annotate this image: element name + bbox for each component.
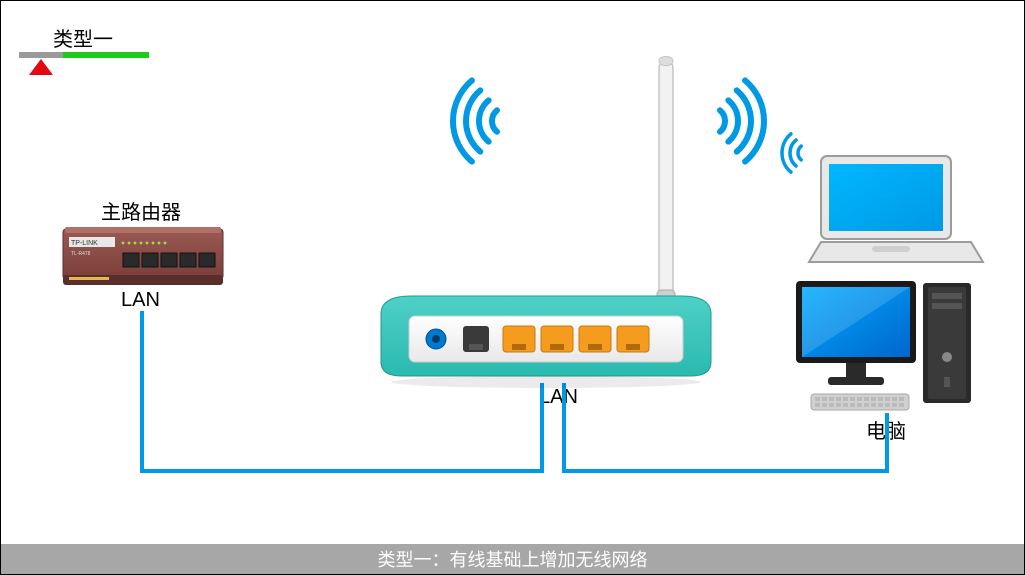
caption-text: 类型一：有线基础上增加无线网络 [378,546,648,572]
wifi-signal-right-icon [651,61,771,181]
main-router-switch-icon: TP-LINK TL-R478 [63,221,223,293]
caption-bar: 类型一：有线基础上增加无线网络 [1,544,1024,574]
diagram-canvas: 类型一 主路由器 LAN LAN 电脑 TP-LINKTL-R478 类型一：有… [0,0,1025,575]
pc-monitor-icon [796,281,926,411]
pc-tower-icon [923,283,977,409]
wifi-signal-left-icon [446,61,566,181]
svg-text:TL-R478: TL-R478 [71,251,91,257]
pc-keyboard-icon [811,394,913,416]
svg-text:TP-LINK: TP-LINK [71,240,98,247]
laptop-icon [811,151,981,286]
